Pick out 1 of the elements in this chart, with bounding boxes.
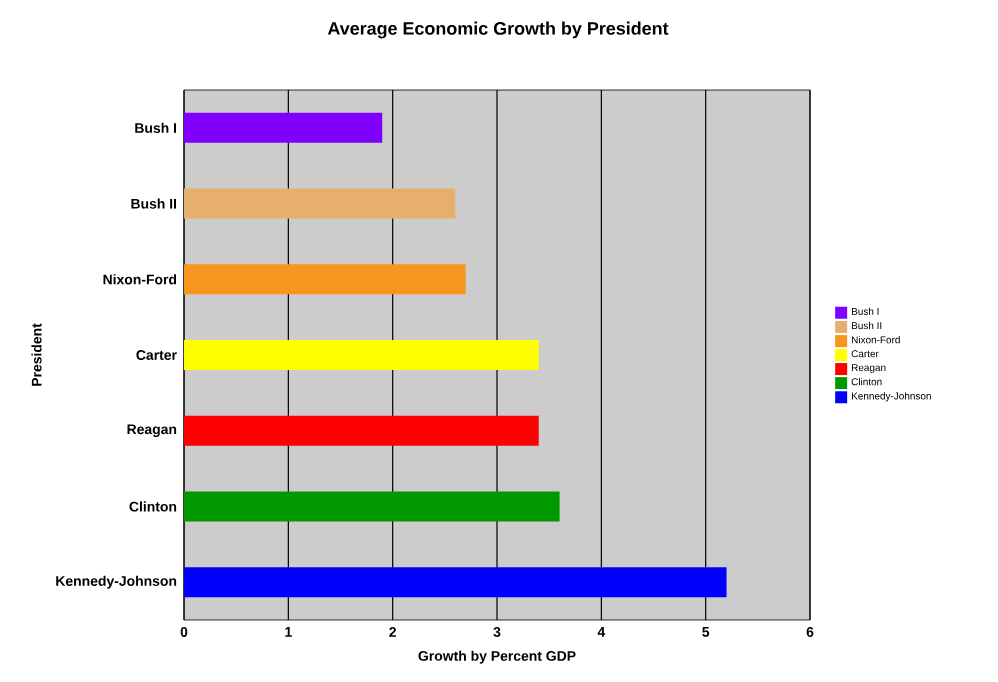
chart-title: Average Economic Growth by President xyxy=(327,21,669,39)
